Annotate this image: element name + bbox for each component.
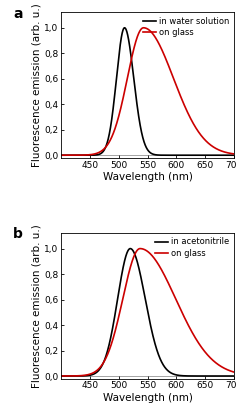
in water solution [123,25,126,30]
in acetonitrile [196,374,198,379]
Line: in acetonitrile: in acetonitrile [61,249,234,376]
in water solution [60,153,63,158]
in acetonitrile [129,246,132,251]
X-axis label: Wavelength (nm): Wavelength (nm) [103,393,192,403]
on glass [139,27,142,32]
on glass [227,368,230,373]
on glass [69,374,72,379]
X-axis label: Wavelength (nm): Wavelength (nm) [103,172,192,182]
Line: on glass: on glass [61,249,234,376]
on glass [227,151,230,156]
on glass [60,153,63,158]
on glass [227,151,230,156]
in water solution [227,153,230,158]
in acetonitrile [232,374,235,379]
in water solution [139,125,142,130]
on glass [232,369,235,374]
Y-axis label: Fluorescence emission (arb. u.): Fluorescence emission (arb. u.) [32,3,42,167]
on glass [196,127,198,132]
in water solution [232,153,235,158]
on glass [144,25,147,30]
in acetonitrile [60,374,63,379]
on glass [69,153,72,158]
Legend: in water solution, on glass: in water solution, on glass [142,15,231,38]
in acetonitrile [227,374,230,379]
Legend: in acetonitrile, on glass: in acetonitrile, on glass [154,236,231,259]
in water solution [227,153,230,158]
in acetonitrile [227,374,230,379]
on glass [232,151,235,156]
Line: in water solution: in water solution [61,28,234,155]
in acetonitrile [139,273,142,278]
in water solution [144,143,147,148]
on glass [142,25,145,30]
on glass [139,246,142,251]
Y-axis label: Fluorescence emission (arb. u.): Fluorescence emission (arb. u.) [32,224,42,388]
Line: on glass: on glass [61,28,234,155]
on glass [139,246,141,251]
in acetonitrile [69,374,72,379]
in water solution [69,153,72,158]
on glass [227,368,230,373]
on glass [144,248,147,253]
on glass [196,338,198,343]
on glass [60,374,63,379]
Text: b: b [13,228,23,241]
in acetonitrile [144,296,147,301]
in water solution [196,153,198,158]
Text: a: a [13,7,23,21]
